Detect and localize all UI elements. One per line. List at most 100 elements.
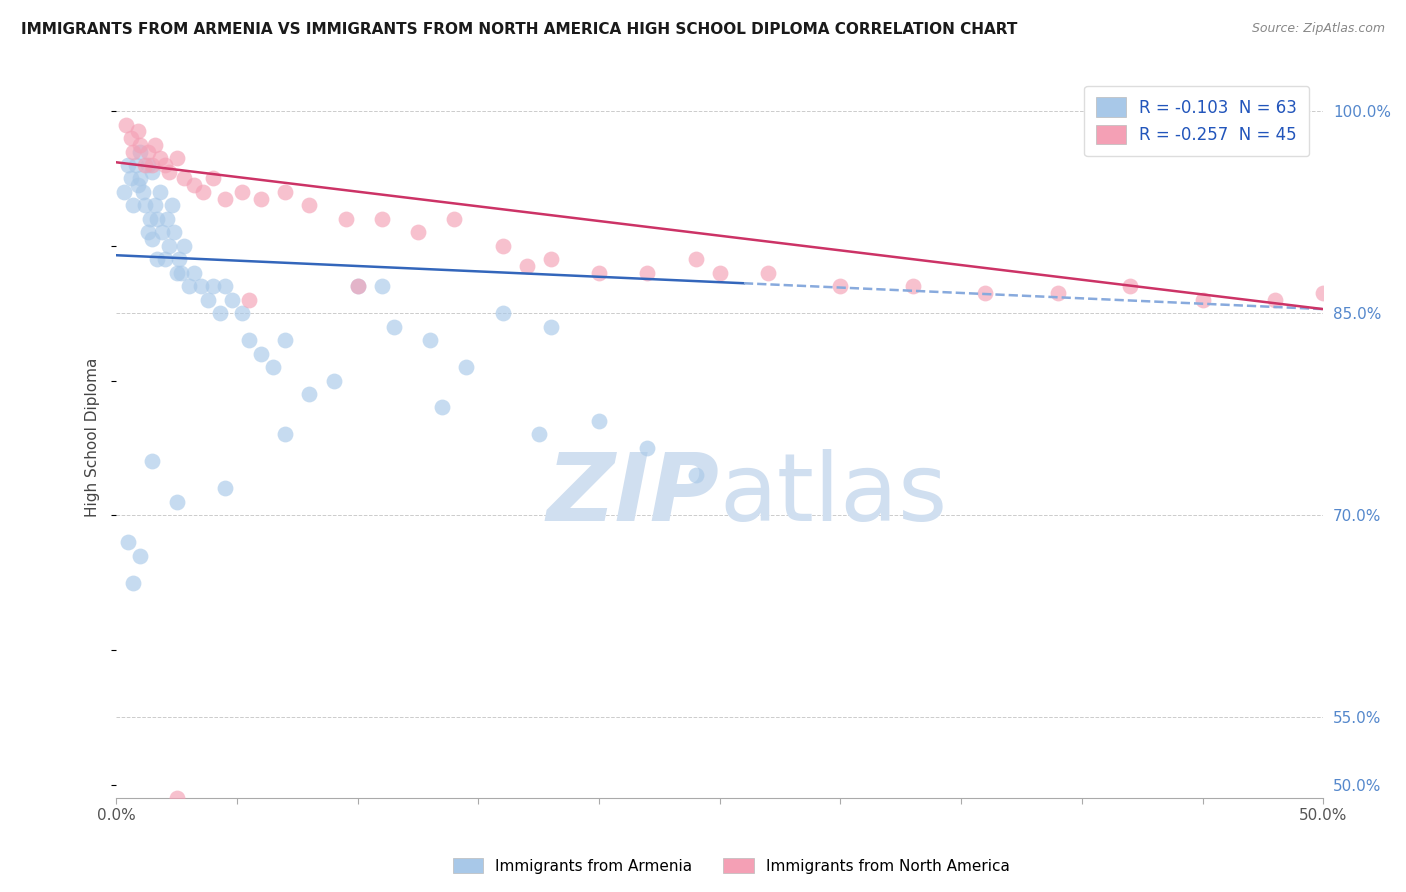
Point [112,185,135,199]
Point [146,211,169,226]
Point [371,279,394,293]
Point [129,171,152,186]
Point [117,158,139,172]
Point [136,158,159,172]
Point [901,279,924,293]
Point [183,266,205,280]
Text: IMMIGRANTS FROM ARMENIA VS IMMIGRANTS FROM NORTH AMERICA HIGH SCHOOL DIPLOMA COR: IMMIGRANTS FROM ARMENIA VS IMMIGRANTS FR… [21,22,1018,37]
Text: Source: ZipAtlas.com: Source: ZipAtlas.com [1251,22,1385,36]
Point [149,185,172,199]
Point [274,333,297,347]
Text: atlas: atlas [720,450,948,541]
Point [685,252,707,267]
Point [974,285,997,300]
Point [250,346,273,360]
Point [190,279,212,293]
Legend: Immigrants from Armenia, Immigrants from North America: Immigrants from Armenia, Immigrants from… [447,852,1015,880]
Point [756,266,779,280]
Point [588,266,610,280]
Point [143,137,166,152]
Point [173,239,195,253]
Point [163,225,186,239]
Text: ZIP: ZIP [547,450,720,541]
Point [238,293,260,307]
Point [709,266,731,280]
Point [143,198,166,212]
Point [540,252,562,267]
Point [685,467,707,482]
Point [298,387,321,401]
Point [430,401,453,415]
Point [636,266,658,280]
Point [134,158,156,172]
Point [117,535,139,549]
Point [120,131,142,145]
Point [1191,293,1213,307]
Legend: R = -0.103  N = 63, R = -0.257  N = 45: R = -0.103 N = 63, R = -0.257 N = 45 [1084,86,1309,156]
Point [231,306,253,320]
Point [201,171,224,186]
Point [209,306,232,320]
Point [141,165,163,179]
Point [1119,279,1142,293]
Point [120,171,142,186]
Point [322,374,344,388]
Point [160,198,183,212]
Point [122,198,145,212]
Point [173,171,195,186]
Point [129,137,152,152]
Point [443,211,465,226]
Point [139,211,162,226]
Point [250,192,273,206]
Point [122,575,145,590]
Point [149,151,172,165]
Point [141,232,163,246]
Point [156,211,179,226]
Point [636,441,658,455]
Point [1312,285,1334,300]
Point [231,185,253,199]
Point [214,279,236,293]
Point [516,259,538,273]
Point [491,239,513,253]
Point [136,225,159,239]
Point [346,279,368,293]
Point [170,266,193,280]
Point [134,198,156,212]
Point [129,549,152,563]
Point [132,185,155,199]
Point [262,359,284,374]
Point [146,252,169,267]
Point [1264,293,1286,307]
Point [166,266,188,280]
Point [406,225,429,239]
Point [166,151,188,165]
Point [491,306,513,320]
Point [141,158,163,172]
Y-axis label: High School Diploma: High School Diploma [86,358,100,517]
Point [274,427,297,442]
Point [527,427,550,442]
Point [136,145,159,159]
Point [157,165,180,179]
Point [540,319,562,334]
Point [127,178,149,193]
Point [166,791,188,805]
Point [238,333,260,347]
Point [122,145,145,159]
Point [382,319,405,334]
Point [214,192,236,206]
Point [177,279,200,293]
Point [193,185,215,199]
Point [141,454,163,468]
Point [197,293,219,307]
Point [335,211,357,226]
Point [129,145,152,159]
Point [127,124,149,138]
Point [298,198,321,212]
Point [214,481,236,495]
Point [456,359,478,374]
Point [153,158,176,172]
Point [153,252,176,267]
Point [346,279,368,293]
